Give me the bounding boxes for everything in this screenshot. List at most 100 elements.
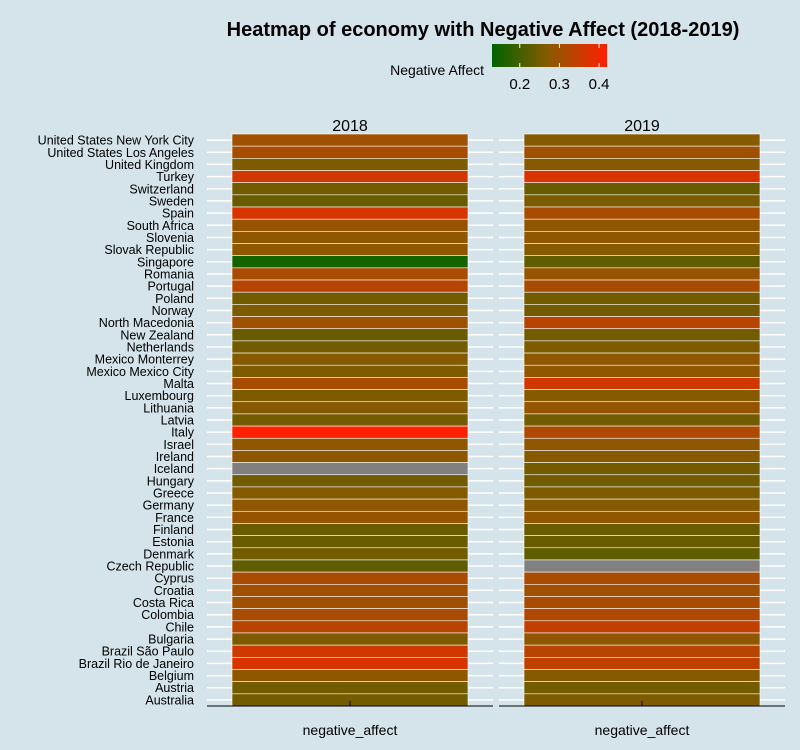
heatmap-cell	[231, 474, 469, 488]
heatmap-cell	[523, 364, 761, 378]
legend: Negative Affect 0.2 0.3 0.4	[390, 44, 609, 93]
heatmap-cell	[523, 158, 761, 171]
heatmap-cell	[523, 474, 761, 488]
heatmap-cell	[523, 596, 761, 609]
heatmap-cell	[231, 352, 469, 366]
heatmap-cell	[231, 401, 469, 415]
heatmap-cell	[231, 486, 469, 500]
row-label: United States New York City	[38, 134, 195, 148]
row-label: Austria	[155, 681, 194, 695]
row-label: Bulgaria	[148, 633, 194, 647]
x-tick-label: negative_affect	[595, 722, 690, 738]
heatmap-cell	[523, 194, 761, 208]
row-label: Greece	[153, 487, 194, 501]
heatmap-cell	[231, 231, 469, 244]
heatmap-cell	[523, 608, 761, 622]
row-label: Brazil São Paulo	[102, 645, 194, 659]
row-label: Brazil Rio de Janeiro	[79, 657, 194, 671]
legend-tick-label: 0.2	[509, 76, 530, 93]
heatmap-cell	[231, 145, 469, 159]
heatmap-cell	[523, 450, 761, 463]
heatmap-cell	[523, 510, 761, 524]
row-label: Israel	[163, 438, 194, 452]
row-label: Iceland	[154, 462, 194, 476]
heatmap-cell	[523, 620, 761, 634]
row-label: Turkey	[156, 170, 194, 184]
heatmap-cell	[231, 583, 469, 597]
row-label: Croatia	[154, 584, 194, 598]
heatmap-cell	[523, 352, 761, 366]
row-label: Spain	[162, 207, 194, 221]
row-label: Romania	[144, 267, 194, 281]
heatmap-cell	[231, 243, 469, 257]
heatmap-cell	[231, 182, 469, 196]
heatmap-cell	[523, 547, 761, 561]
heatmap-cell	[523, 644, 761, 658]
row-label: Germany	[143, 499, 195, 513]
heatmap-cell	[231, 377, 469, 390]
heatmap-cell	[231, 632, 469, 646]
legend-title: Negative Affect	[390, 62, 484, 78]
panel-2018: 2018 negative_affect	[207, 118, 493, 738]
heatmap-cell	[523, 133, 761, 147]
legend-tick-label: 0.4	[589, 76, 610, 93]
row-label: Portugal	[147, 280, 194, 294]
row-label: New Zealand	[120, 328, 194, 342]
heatmap-cell	[231, 450, 469, 463]
panel-header: 2018	[332, 118, 368, 135]
heatmap-cell	[231, 620, 469, 634]
heatmap-cell	[523, 523, 761, 536]
chart-title: Heatmap of economy with Negative Affect …	[227, 19, 740, 41]
row-label: Poland	[155, 292, 194, 306]
row-label: Switzerland	[129, 182, 194, 196]
heatmap-cell	[523, 316, 761, 330]
heatmap-cell	[231, 657, 469, 670]
heatmap-cell	[231, 291, 469, 305]
heatmap-cell	[523, 291, 761, 305]
heatmap-cell	[231, 425, 469, 439]
heatmap-cell	[231, 170, 469, 183]
heatmap-cell	[231, 194, 469, 208]
heatmap-cell	[231, 523, 469, 536]
row-label: Costa Rica	[133, 596, 194, 610]
row-label: Colombia	[141, 608, 194, 622]
heatmap-cell	[231, 437, 469, 451]
row-label: Czech Republic	[106, 560, 194, 574]
heatmap-cell	[231, 498, 469, 512]
heatmap-cell	[231, 413, 469, 427]
row-label: Italy	[171, 426, 195, 440]
row-label: Norway	[152, 304, 195, 318]
heatmap-panels: 2018 negative_affect 2019 negative_affect	[207, 118, 785, 738]
heatmap-cell	[231, 279, 469, 293]
row-label: Denmark	[143, 547, 194, 561]
heatmap-cell	[231, 206, 469, 220]
row-label: Belgium	[149, 669, 194, 683]
panel-header: 2019	[624, 118, 660, 135]
heatmap-cell	[523, 304, 761, 317]
heatmap-cell	[231, 510, 469, 524]
row-label: Slovenia	[146, 231, 194, 245]
heatmap-cell	[523, 377, 761, 390]
heatmap-cell	[231, 547, 469, 561]
row-label: Luxembourg	[125, 389, 195, 403]
heatmap-cell	[231, 559, 469, 573]
row-label: North Macedonia	[99, 316, 194, 330]
row-label: Sweden	[149, 194, 194, 208]
row-label: Finland	[153, 523, 194, 537]
heatmap-cell	[523, 486, 761, 500]
heatmap-cell	[523, 231, 761, 244]
heatmap-cell	[231, 681, 469, 695]
row-label: Ireland	[156, 450, 194, 464]
heatmap-cell	[523, 571, 761, 585]
heatmap-cell	[523, 462, 761, 476]
panel-2019: 2019 negative_affect	[499, 118, 785, 738]
heatmap-cell	[231, 255, 469, 269]
heatmap-cell	[231, 340, 469, 354]
heatmap-cell	[231, 316, 469, 330]
row-label: South Africa	[127, 219, 194, 233]
heatmap-cell	[523, 559, 761, 573]
row-label: Latvia	[161, 414, 194, 428]
heatmap-cell	[523, 413, 761, 427]
row-label: France	[155, 511, 194, 525]
